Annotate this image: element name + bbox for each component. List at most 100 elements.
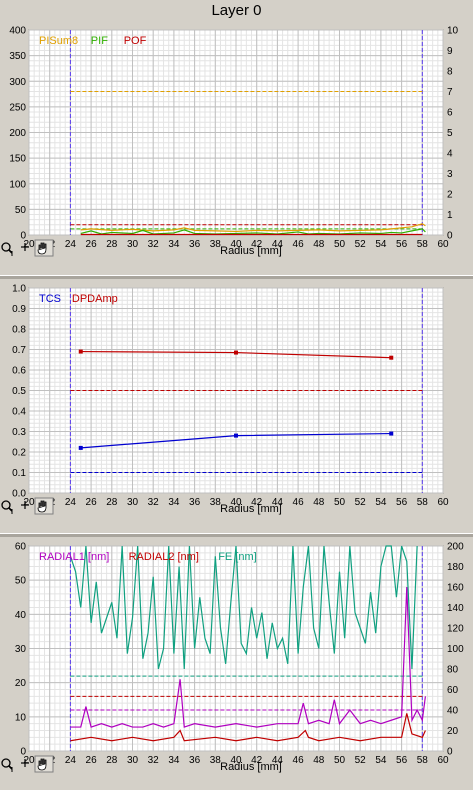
x-tick-label: 20	[23, 755, 35, 766]
chart-svg: 2022242628303234363840424446485052545658…	[1, 284, 449, 515]
x-tick-label: 56	[396, 497, 408, 508]
x-tick-label: 38	[210, 497, 222, 508]
data-point	[234, 350, 238, 355]
hand-icon	[34, 755, 54, 773]
x-tick-label: 36	[189, 755, 201, 766]
y-tick-label: 0.7	[12, 345, 26, 356]
y-tick-label: 40	[15, 610, 27, 621]
x-tick-label: 20	[23, 497, 35, 508]
x-tick-label: 46	[293, 239, 305, 250]
x-tick-label: 24	[65, 239, 77, 250]
legend-entry: TCS	[39, 293, 61, 305]
y2-tick-label: 2	[447, 190, 453, 201]
x-tick-label: 28	[106, 239, 118, 250]
panel-separator	[0, 533, 473, 537]
y-tick-label: 0.3	[12, 427, 26, 438]
x-tick-label: 48	[313, 239, 325, 250]
series-line	[69, 545, 418, 670]
y-tick-label: 50	[15, 576, 27, 587]
x-tick-label: 54	[375, 755, 387, 766]
chart-radial: 2022242628303234363840424446485052545658…	[0, 538, 473, 790]
x-tick-label: 60	[437, 239, 449, 250]
y-tick-label: 0	[20, 231, 26, 242]
x-tick-label: 50	[334, 497, 346, 508]
legend-entry: RADIAL1 [nm]	[39, 551, 109, 563]
x-tick-label: 58	[417, 497, 429, 508]
chart-pisum: 2022242628303234363840424446485052545658…	[0, 22, 473, 275]
x-tick-label: 30	[127, 755, 139, 766]
y2-tick-label: 0	[447, 747, 453, 758]
y2-tick-label: 9	[447, 46, 453, 57]
legend-entry: PISum8	[39, 35, 78, 47]
x-tick-label: 52	[355, 755, 367, 766]
y2-tick-label: 4	[447, 149, 453, 160]
x-tick-label: 32	[148, 497, 160, 508]
y-tick-label: 1.0	[12, 284, 26, 295]
x-tick-label: 32	[148, 755, 160, 766]
x-tick-label: 40	[230, 755, 242, 766]
y2-tick-label: 1	[447, 210, 453, 221]
x-tick-label: 26	[86, 239, 98, 250]
crosshair-icon	[21, 243, 29, 251]
x-tick-label: 60	[437, 497, 449, 508]
y-tick-label: 200	[9, 128, 26, 139]
x-tick-label: 44	[272, 755, 284, 766]
x-tick-label: 58	[417, 239, 429, 250]
y-tick-label: 150	[9, 154, 26, 165]
x-tick-label: 48	[313, 497, 325, 508]
y-tick-label: 20	[15, 678, 27, 689]
x-tick-label: 50	[334, 239, 346, 250]
legend-entry: RADIAL2 [nm]	[129, 551, 199, 563]
x-tick-label: 42	[251, 755, 263, 766]
legend-entry: DPDAmp	[72, 293, 118, 305]
x-tick-label: 34	[168, 239, 180, 250]
y-tick-label: 300	[9, 77, 26, 88]
y2-tick-label: 20	[447, 726, 459, 737]
x-axis-label: Radius [mm]	[220, 503, 282, 515]
x-tick-label: 30	[127, 497, 139, 508]
y2-tick-label: 100	[447, 644, 464, 655]
x-tick-label: 28	[106, 497, 118, 508]
y2-tick-label: 5	[447, 128, 453, 139]
magnifier-icon	[1, 500, 13, 514]
x-tick-label: 24	[65, 755, 77, 766]
x-tick-label: 38	[210, 239, 222, 250]
x-tick-label: 28	[106, 755, 118, 766]
x-tick-label: 58	[417, 755, 429, 766]
y2-tick-label: 8	[447, 67, 453, 78]
y-tick-label: 250	[9, 102, 26, 113]
y-tick-label: 0.5	[12, 386, 26, 397]
data-point	[78, 445, 83, 450]
y2-tick-label: 7	[447, 87, 453, 98]
x-tick-label: 38	[210, 755, 222, 766]
y2-tick-label: 10	[447, 26, 459, 37]
y-tick-label: 50	[15, 205, 27, 216]
crosshair-icon	[21, 501, 29, 509]
y2-tick-label: 200	[447, 542, 464, 553]
x-tick-label: 36	[189, 239, 201, 250]
x-tick-label: 52	[355, 497, 367, 508]
crosshair-icon	[21, 759, 29, 767]
legend-entry: PIF	[91, 35, 108, 47]
chart-svg: 2022242628303234363840424446485052545658…	[1, 542, 464, 773]
data-point	[389, 355, 394, 360]
y-tick-label: 400	[9, 26, 26, 37]
data-point	[234, 433, 238, 438]
x-tick-label: 34	[168, 497, 180, 508]
x-tick-label: 26	[86, 755, 98, 766]
x-axis-label: Radius [mm]	[220, 245, 282, 257]
x-tick-label: 42	[251, 239, 263, 250]
x-tick-label: 46	[293, 755, 305, 766]
y-tick-label: 0.1	[12, 468, 26, 479]
y-tick-label: 0.0	[12, 489, 26, 500]
x-axis-label: Radius [mm]	[220, 761, 282, 773]
y2-tick-label: 80	[447, 665, 459, 676]
x-tick-label: 40	[230, 239, 242, 250]
x-tick-label: 40	[230, 497, 242, 508]
y-tick-label: 100	[9, 179, 26, 190]
y-tick-label: 0	[20, 747, 26, 758]
series-line	[70, 586, 427, 728]
y-tick-label: 0.6	[12, 366, 26, 377]
y-tick-label: 0.4	[12, 407, 26, 418]
y2-tick-label: 60	[447, 685, 459, 696]
